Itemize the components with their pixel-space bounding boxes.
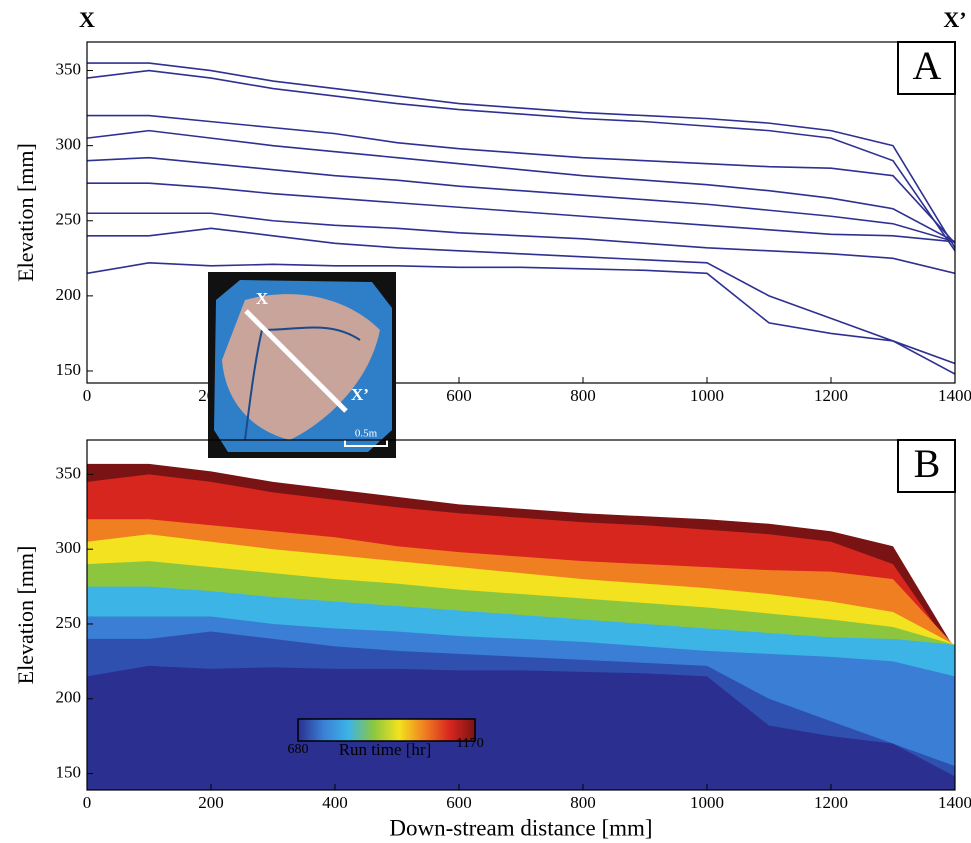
x-tick-label: 0 <box>83 386 92 405</box>
profile-line <box>87 156 955 243</box>
y-tick-label: 150 <box>56 762 82 781</box>
x-tick-label: 200 <box>198 793 224 812</box>
panel-label-box <box>897 41 956 95</box>
panel-label: B <box>914 441 941 486</box>
profile-line <box>87 129 955 243</box>
y-tick-label: 350 <box>56 463 82 482</box>
colorbar <box>297 718 476 742</box>
axes-frame <box>86 41 956 384</box>
section-end-label: X’ <box>943 7 966 32</box>
profile-line <box>87 62 955 249</box>
y-tick-label: 200 <box>56 285 82 304</box>
y-tick-label: 250 <box>56 210 82 229</box>
y-tick-label: 300 <box>56 538 82 557</box>
x-tick-label: 800 <box>570 793 596 812</box>
y-axis-title: Elevation [mm] <box>13 143 38 282</box>
profile-line <box>87 182 955 243</box>
colorbar-max: 1170 <box>456 736 483 751</box>
y-tick-label: 150 <box>56 360 82 379</box>
plot-area <box>87 463 955 790</box>
x-tick-label: 1000 <box>690 793 724 812</box>
profile-line <box>87 212 955 275</box>
inset-scale-bar <box>344 440 388 447</box>
section-start-label: X <box>79 7 95 32</box>
x-tick-label: 1200 <box>814 793 848 812</box>
y-tick-label: 350 <box>56 59 82 78</box>
colorbar-min: 680 <box>288 742 309 757</box>
inset-end-label: X’ <box>351 385 369 404</box>
inset-start-label: X <box>256 289 269 308</box>
inset-scale-label: 0.5m <box>355 428 378 440</box>
x-tick-label: 800 <box>570 386 596 405</box>
panel-label: A <box>913 43 942 88</box>
y-tick-label: 200 <box>56 688 82 707</box>
axes-frame <box>86 439 956 791</box>
x-tick-label: 600 <box>446 793 472 812</box>
x-tick-label: 600 <box>446 386 472 405</box>
profile-line <box>87 227 955 365</box>
profile-area <box>87 665 955 790</box>
x-tick-label: 1400 <box>938 386 971 405</box>
x-tick-label: 0 <box>83 793 92 812</box>
x-tick-label: 400 <box>322 793 348 812</box>
inset-section-line <box>244 309 348 413</box>
plot-area <box>87 62 955 375</box>
y-tick-label: 250 <box>56 613 82 632</box>
x-tick-label: 1400 <box>938 793 971 812</box>
x-tick-label: 1200 <box>814 386 848 405</box>
inset-channel <box>244 326 361 441</box>
colorbar-title: Run time [hr] <box>339 740 432 759</box>
profile-line <box>87 262 955 375</box>
panel-label-box <box>897 439 956 493</box>
y-axis-title: Elevation [mm] <box>13 546 38 685</box>
profile-line <box>87 69 955 252</box>
x-tick-label: 1000 <box>690 386 724 405</box>
x-axis-title: Down-stream distance [mm] <box>389 815 652 840</box>
inset-photo: X X’ 0.5m <box>208 272 396 458</box>
y-tick-label: 300 <box>56 135 82 154</box>
profile-line <box>87 114 955 244</box>
